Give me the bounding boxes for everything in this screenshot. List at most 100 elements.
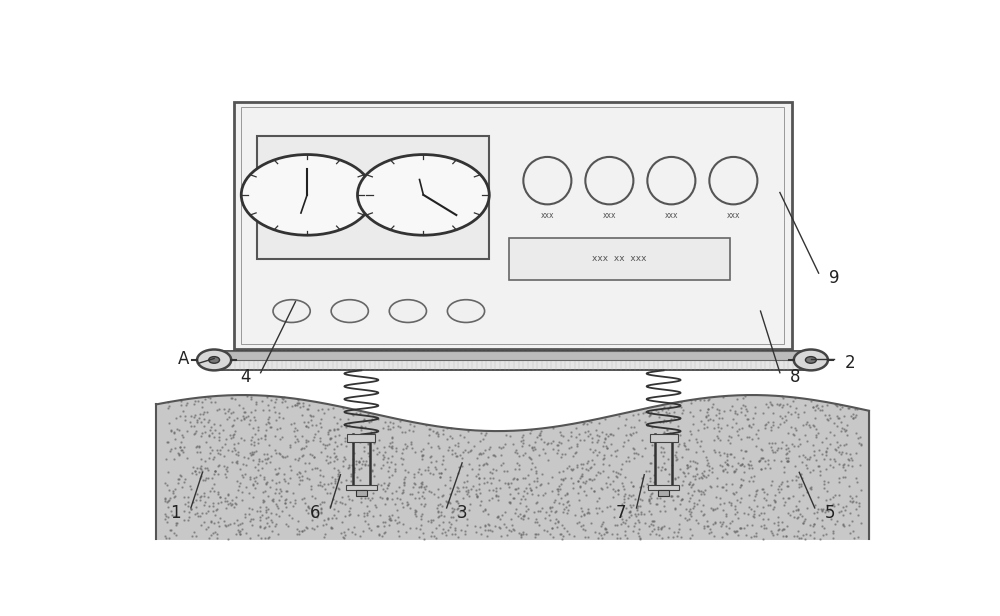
Point [596,529,612,539]
Point [318,519,334,529]
Point [537,488,553,498]
Point [814,506,830,516]
Point [240,453,256,463]
Point [364,466,380,476]
Point [295,399,311,408]
Point [670,441,686,451]
Point [701,394,717,404]
Circle shape [358,155,489,235]
Point [305,435,321,445]
Point [158,533,174,543]
Point [457,445,473,455]
Point [267,521,283,531]
Point [477,445,493,455]
Point [352,531,368,541]
Point [644,526,660,536]
Point [442,498,458,508]
Point [377,447,393,456]
Point [844,516,860,525]
Point [741,432,757,442]
Point [477,505,493,515]
Point [814,405,830,415]
Point [714,532,730,541]
Point [527,462,543,472]
Point [396,474,412,484]
Point [413,482,429,492]
Point [544,486,560,496]
Point [806,527,822,537]
Point [729,394,745,404]
Point [316,408,332,418]
Point [799,463,815,473]
Point [740,459,756,469]
Point [357,460,373,470]
Point [637,444,653,453]
Point [724,479,740,489]
Point [556,505,572,514]
Point [529,476,545,486]
Point [691,472,707,482]
Point [267,397,283,407]
Point [518,529,534,539]
Point [571,517,587,527]
Point [588,503,604,513]
Point [270,529,286,539]
Point [661,523,677,533]
Point [232,526,248,536]
Point [659,409,675,419]
Point [182,481,198,491]
Point [227,394,243,404]
Point [248,399,264,409]
Point [462,446,478,456]
Point [685,411,701,421]
Point [257,434,273,444]
Point [586,474,602,484]
Point [679,460,695,470]
Point [689,499,705,509]
Point [776,524,792,534]
Point [675,467,691,477]
Point [681,506,697,516]
Point [610,488,626,498]
Point [171,450,187,460]
Point [160,468,176,477]
Point [848,497,864,507]
Point [258,458,274,468]
Point [516,511,532,521]
Point [580,456,596,466]
Point [236,413,252,423]
Point [450,468,466,477]
Point [643,519,659,529]
Point [241,488,257,498]
Point [196,414,212,424]
Point [217,439,233,449]
Point [294,444,310,453]
Point [460,447,476,457]
Point [513,436,529,446]
Point [274,506,290,516]
Point [609,472,625,482]
Point [167,511,183,521]
Point [580,426,596,436]
Point [228,456,244,466]
Point [832,400,848,410]
Point [191,441,207,451]
Point [701,461,717,471]
Point [323,478,339,488]
Point [735,475,751,485]
Point [512,509,528,519]
Point [192,492,208,501]
Point [269,501,285,511]
Point [211,435,227,445]
Point [644,488,660,498]
Point [518,501,534,511]
Point [719,455,735,465]
Point [815,504,831,514]
Point [552,529,568,539]
Point [516,510,532,520]
Point [518,483,534,493]
Point [170,448,186,458]
Point [243,450,259,460]
Point [279,487,295,496]
Point [532,430,548,440]
